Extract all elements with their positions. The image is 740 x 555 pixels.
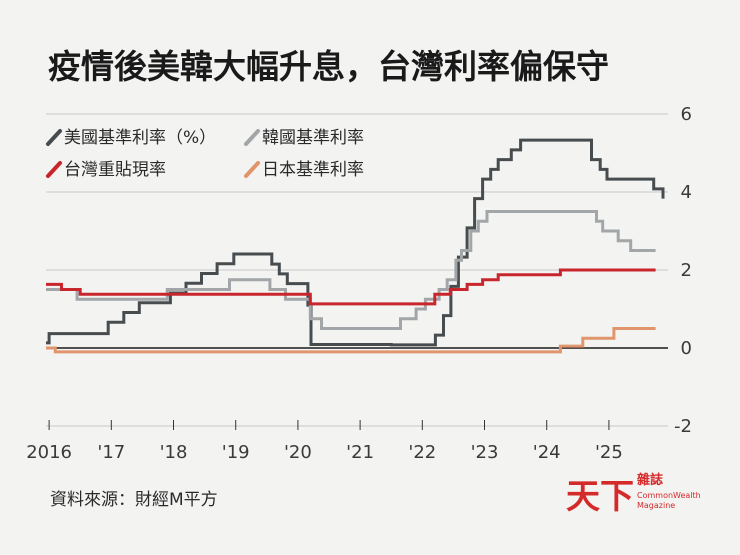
y-tick-label: 6	[681, 104, 692, 125]
y-tick-label: 0	[681, 338, 692, 359]
publisher-logo: 天下 雜誌 CommonWealth Magazine	[566, 472, 701, 517]
y-tick-label: -2	[674, 416, 692, 437]
x-tick-label: 2016	[26, 442, 72, 463]
y-tick-label: 4	[681, 182, 692, 203]
y-tick-label: 2	[681, 260, 692, 281]
x-axis-ticks: 2016 '17 '18 '19 '20 '21 '22 '23 '24 '25	[26, 420, 623, 463]
x-tick-label: '19	[222, 442, 250, 463]
legend-label-1: 韓國基準利率	[262, 128, 364, 148]
x-tick-label: '21	[346, 442, 374, 463]
x-tick-label: '24	[533, 442, 561, 463]
x-tick-label: '25	[595, 442, 623, 463]
series-lines	[46, 138, 665, 354]
legend-swatch-2	[46, 161, 62, 178]
legend-swatch-3	[244, 161, 260, 178]
y-axis-ticks: 6 4 2 0 -2	[674, 104, 692, 437]
logo-sub-text: 雜誌	[637, 472, 663, 488]
x-tick-label: '18	[160, 442, 188, 463]
chart-title: 疫情後美韓大幅升息，台灣利率偏保守	[48, 47, 609, 86]
gridlines	[46, 113, 668, 427]
legend-label-3: 日本基準利率	[262, 160, 364, 180]
x-tick-label: '23	[471, 442, 499, 463]
x-tick-label: '17	[97, 442, 125, 463]
series-line-2	[46, 268, 656, 306]
logo-en-line1: CommonWealth	[637, 491, 701, 500]
logo-en-line2: Magazine	[637, 501, 675, 510]
logo-main-text: 天下	[566, 477, 634, 517]
x-tick-label: '22	[408, 442, 436, 463]
legend-label-0: 美國基準利率（%）	[64, 128, 216, 148]
source-note: 資料來源：財經M平方	[50, 490, 218, 510]
legend-label-2: 台灣重貼現率	[64, 160, 166, 180]
legend-swatch-1	[244, 129, 260, 146]
x-tick-label: '20	[284, 442, 312, 463]
legend-swatch-0	[46, 129, 62, 146]
series-line-3	[46, 327, 656, 354]
